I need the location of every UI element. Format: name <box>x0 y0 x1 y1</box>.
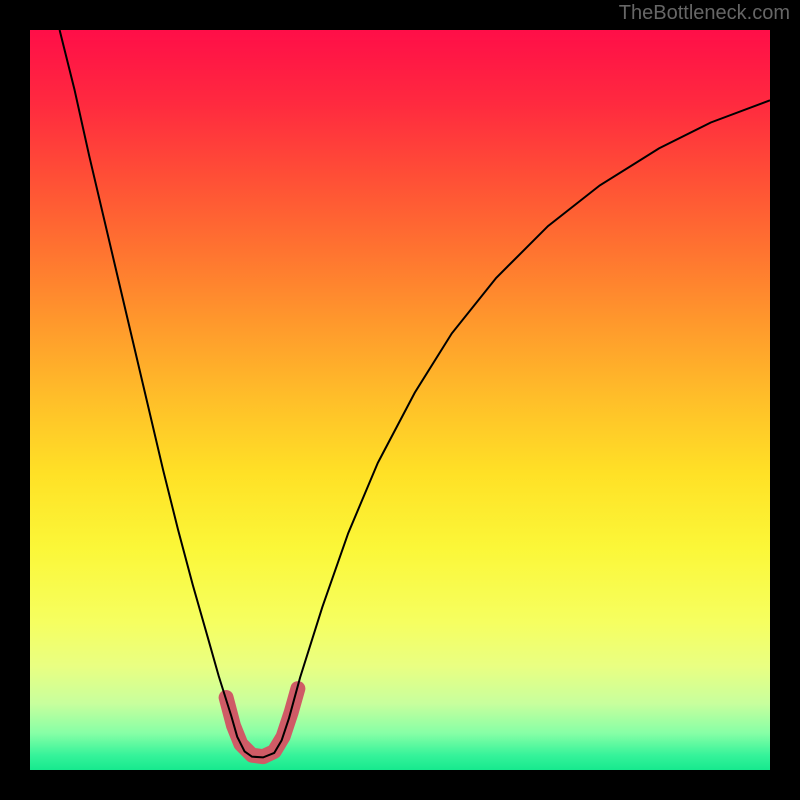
curve-layer <box>30 30 770 770</box>
watermark-text: TheBottleneck.com <box>619 2 790 25</box>
plot-area <box>30 30 770 770</box>
bottleneck-curve <box>60 30 770 757</box>
